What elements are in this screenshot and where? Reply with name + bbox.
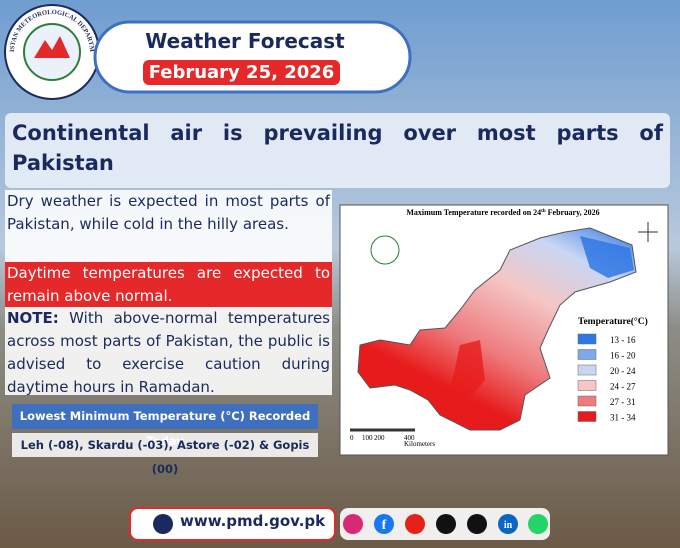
linkedin-glyph: in xyxy=(504,520,513,531)
url-pill[interactable] xyxy=(129,507,336,541)
legend-swatch xyxy=(577,411,597,422)
legend-label: 31 - 34 xyxy=(610,413,636,423)
legend-label: 20 - 24 xyxy=(610,366,636,376)
url[interactable]: www.pmd.gov.pk xyxy=(180,512,326,530)
headline: Continental air is prevailing over most … xyxy=(5,113,670,188)
map-title: Maximum Temperature recorded on 24th Feb… xyxy=(406,208,599,217)
legend-swatch xyxy=(577,333,597,345)
legend-swatch xyxy=(577,380,597,391)
scale-unit: Kilometers xyxy=(404,440,435,448)
map-cold-north xyxy=(580,236,634,278)
map-pakistan xyxy=(357,227,637,431)
scale-label: 0 xyxy=(350,434,354,442)
paragraph: Dry weather is expected in most parts of… xyxy=(5,190,332,262)
linkedin-icon[interactable] xyxy=(498,514,518,534)
scale-label: 400 xyxy=(404,434,415,442)
map-logo xyxy=(370,235,400,265)
youtube-icon[interactable] xyxy=(405,514,425,534)
globe-icon xyxy=(153,514,173,534)
legend-label: 16 - 20 xyxy=(610,351,636,361)
legend-label: 24 - 27 xyxy=(610,382,636,392)
map-hot-south xyxy=(450,340,485,398)
north-arrow xyxy=(638,222,658,242)
header-date: February 25, 2026 xyxy=(143,60,340,85)
tiktok-icon[interactable] xyxy=(436,514,456,534)
note: NOTE: With above-normal temperatures acr… xyxy=(5,307,332,396)
legend-label: 27 - 31 xyxy=(610,397,636,407)
legend-title: Temperature(°C) xyxy=(578,316,648,327)
note-label: NOTE: xyxy=(7,309,59,327)
header-title: Weather Forecast xyxy=(145,29,345,53)
scale-label: 200 xyxy=(374,434,385,442)
highlight: Daytime temperatures are expected to rem… xyxy=(5,262,332,307)
instagram-icon[interactable] xyxy=(343,514,363,534)
logo-emblem xyxy=(34,36,70,58)
facebook-glyph: f xyxy=(382,518,387,533)
legend-swatch xyxy=(577,364,597,376)
legend-swatch xyxy=(577,395,597,407)
legend-label: 13 - 16 xyxy=(610,335,636,345)
legend-swatch xyxy=(577,349,597,360)
x-icon[interactable] xyxy=(467,514,487,534)
facebook-icon[interactable] xyxy=(374,514,394,534)
note-text: With above-normal temperatures across mo… xyxy=(7,309,330,396)
lowest-min-title: Lowest Minimum Temperature (°C) Recorded… xyxy=(12,404,318,448)
whatsapp-icon[interactable] xyxy=(528,514,548,534)
lowest-min-text: Leh (-08), Skardu (-03), Astore (-02) & … xyxy=(12,433,318,476)
scale-label: 100 xyxy=(362,434,373,442)
